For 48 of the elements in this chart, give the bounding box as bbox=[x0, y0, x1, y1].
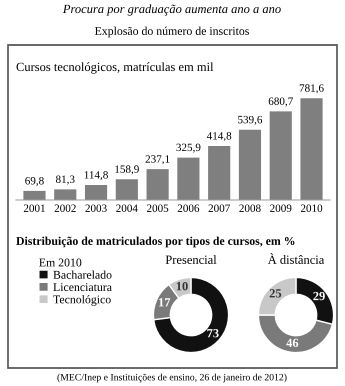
donut-slice bbox=[153, 276, 230, 354]
x-tick-label: 2010 bbox=[300, 204, 322, 212]
data-label: 539,6 bbox=[238, 116, 262, 125]
chart-subtitle: Explosão do número de inscritos bbox=[94, 26, 249, 38]
x-tick-label: 2005 bbox=[146, 204, 168, 212]
data-label: 781,6 bbox=[300, 84, 324, 94]
x-tick-label: 2008 bbox=[239, 204, 261, 212]
legend-label: Licenciatura bbox=[53, 283, 112, 292]
text: Distribuição de matriculados por tipos de cursos, em % bbox=[16, 236, 294, 248]
data-label: 69,8 bbox=[25, 176, 44, 186]
bar bbox=[116, 179, 138, 200]
data-label: 325,9 bbox=[176, 144, 200, 153]
bar bbox=[146, 169, 169, 200]
x-tick-label: 2002 bbox=[54, 204, 76, 212]
bar bbox=[84, 185, 108, 200]
bar bbox=[23, 190, 46, 200]
data-label: 114,8 bbox=[84, 171, 108, 180]
data-label: 680,7 bbox=[268, 97, 293, 107]
bar bbox=[177, 158, 200, 200]
data-label: 158,9 bbox=[115, 165, 139, 174]
text: Cursos tecnológicos, matrículas em mil bbox=[16, 62, 214, 74]
x-tick-label: 2006 bbox=[178, 204, 200, 212]
chart-title: À distância bbox=[268, 253, 324, 264]
x-tick-label: 2009 bbox=[270, 204, 292, 212]
bar bbox=[300, 98, 323, 200]
data-label: 29 bbox=[313, 292, 325, 300]
data-label: 81,3 bbox=[56, 175, 75, 185]
x-tick-label: 2007 bbox=[208, 204, 230, 212]
bar bbox=[270, 111, 292, 200]
legend-label: Bacharelado bbox=[53, 270, 112, 279]
text: (MEC/Inep e Instituições de ensino, 26 de janeiro de 2012) bbox=[57, 374, 287, 382]
x-tick-label: 2004 bbox=[116, 204, 138, 212]
data-label: 237,1 bbox=[146, 155, 170, 164]
data-label: 73 bbox=[207, 329, 219, 338]
bar bbox=[238, 130, 262, 200]
bar bbox=[54, 189, 76, 200]
legend-label: Tecnológico bbox=[53, 295, 111, 306]
data-label: 17 bbox=[159, 298, 170, 306]
data-label: 46 bbox=[286, 338, 298, 348]
x-tick-label: 2003 bbox=[85, 204, 107, 212]
data-label: 414,8 bbox=[206, 132, 232, 142]
legend-title: Em 2010 bbox=[39, 258, 82, 266]
bar bbox=[208, 146, 230, 200]
x-tick-label: 2001 bbox=[24, 204, 45, 212]
chart-title: Presencial bbox=[166, 255, 216, 264]
data-label: 25 bbox=[270, 289, 282, 298]
data-label: 10 bbox=[176, 282, 188, 290]
chart-title: Procura por graduação aumenta ano a ano bbox=[62, 4, 281, 16]
